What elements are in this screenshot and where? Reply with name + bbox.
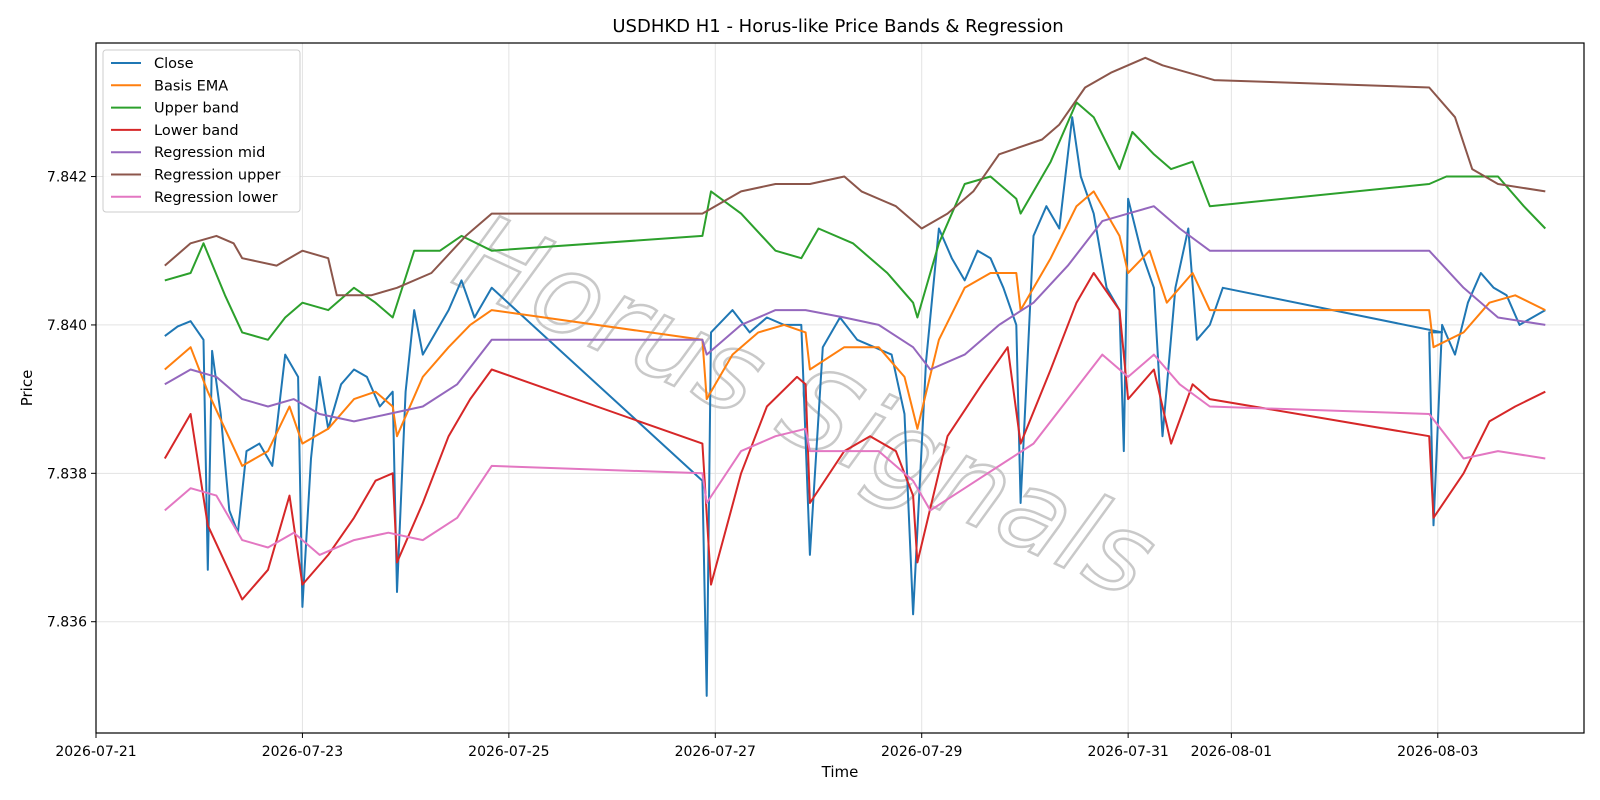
y-tick-label: 7.840 xyxy=(47,318,87,334)
series-line-regression-upper xyxy=(164,56,1546,297)
y-tick-label: 7.842 xyxy=(47,170,87,186)
legend-box xyxy=(102,49,301,213)
y-tick-label: 7.838 xyxy=(47,466,87,482)
series-line-regression-lower xyxy=(164,353,1546,556)
series-line-basis-ema xyxy=(164,190,1546,467)
legend-label-basis-ema: Basis EMA xyxy=(154,78,228,94)
chart-title: USDHKD H1 - Horus-like Price Bands & Reg… xyxy=(612,16,1063,37)
y-tick-label: 7.836 xyxy=(47,615,87,631)
grid xyxy=(95,43,1584,733)
y-axis-label: Price xyxy=(18,370,36,407)
x-tick-label: 2026-07-27 xyxy=(675,744,756,760)
series-lines xyxy=(163,56,1547,697)
x-tick-label: 2026-07-31 xyxy=(1087,744,1168,760)
legend: Close Basis EMA Upper band Lower band Regres… xyxy=(102,49,301,213)
legend-label-close: Close xyxy=(154,56,194,72)
plot-area-frame xyxy=(95,42,1585,734)
x-axis: 2026-07-21 2026-07-23 2026-07-25 2026-07-27… xyxy=(55,733,1478,760)
y-axis: 7.836 7.838 7.840 7.842 xyxy=(47,170,96,631)
legend-label-lower-band: Lower band xyxy=(154,123,239,139)
legend-label-upper-band: Upper band xyxy=(154,101,239,117)
x-tick-label: 2026-07-23 xyxy=(262,744,343,760)
legend-label-regression-lower: Regression lower xyxy=(154,190,278,206)
series-line-close xyxy=(164,116,1546,697)
x-tick-label: 2026-08-01 xyxy=(1191,744,1272,760)
legend-label-regression-mid: Regression mid xyxy=(154,145,265,161)
x-tick-label: 2026-07-29 xyxy=(881,744,962,760)
x-tick-label: 2026-07-25 xyxy=(468,744,549,760)
series-line-regression-mid xyxy=(164,205,1546,423)
series-line-lower-band xyxy=(163,272,1546,601)
x-tick-label: 2026-08-03 xyxy=(1397,744,1478,760)
x-tick-label: 2026-07-21 xyxy=(55,744,136,760)
legend-label-regression-upper: Regression upper xyxy=(154,168,280,184)
x-axis-label: Time xyxy=(821,763,859,781)
series-line-upper-band xyxy=(164,101,1547,341)
